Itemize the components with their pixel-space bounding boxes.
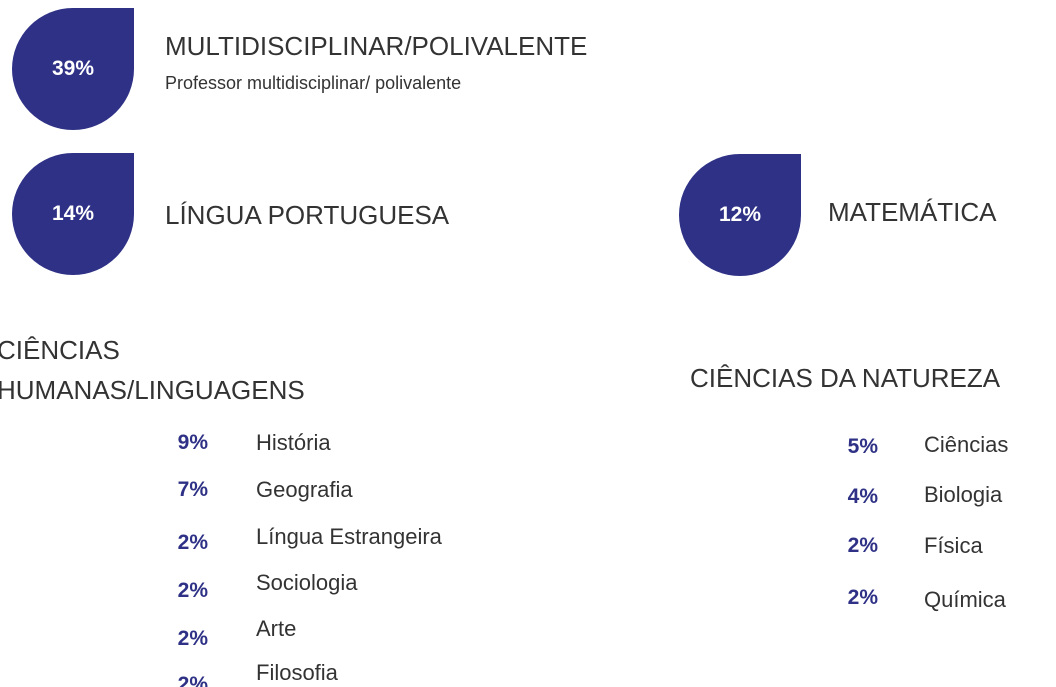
item-label: Língua Estrangeira	[256, 524, 442, 549]
percent: 7%	[177, 478, 208, 501]
item-label: Ciências	[924, 432, 1009, 457]
item-label: Sociologia	[256, 570, 358, 595]
item-label: Arte	[256, 616, 297, 641]
subtitle: Professor multidisciplinar/ polivalente	[165, 73, 462, 93]
percent: 2%	[177, 531, 208, 554]
item-label: Biologia	[924, 482, 1003, 507]
percent: 2%	[847, 586, 878, 609]
percent-drop: 14%	[12, 153, 134, 275]
heading: MATEMÁTICA	[828, 197, 997, 227]
group-title: CIÊNCIAS DA NATUREZA	[690, 363, 1001, 393]
percent: 5%	[847, 435, 878, 458]
item-label: Física	[924, 533, 983, 558]
item-label: História	[256, 430, 331, 455]
percent: 9%	[177, 431, 208, 454]
percent: 4%	[847, 485, 878, 508]
item-label: Química	[924, 587, 1006, 612]
item-label: Geografia	[256, 477, 353, 502]
percent: 2%	[177, 627, 208, 650]
percent-drop: 12%	[679, 154, 801, 276]
percent-drop: 39%	[12, 8, 134, 130]
percent: 2%	[847, 534, 878, 557]
percent: 2%	[177, 579, 208, 602]
group-title: HUMANAS/LINGUAGENS	[0, 375, 305, 405]
item-label: Filosofia	[256, 660, 338, 685]
group-title: CIÊNCIAS	[0, 335, 120, 365]
percent: 2%	[177, 673, 208, 687]
heading: LÍNGUA PORTUGUESA	[165, 200, 450, 230]
heading: MULTIDISCIPLINAR/POLIVALENTE	[165, 31, 588, 61]
